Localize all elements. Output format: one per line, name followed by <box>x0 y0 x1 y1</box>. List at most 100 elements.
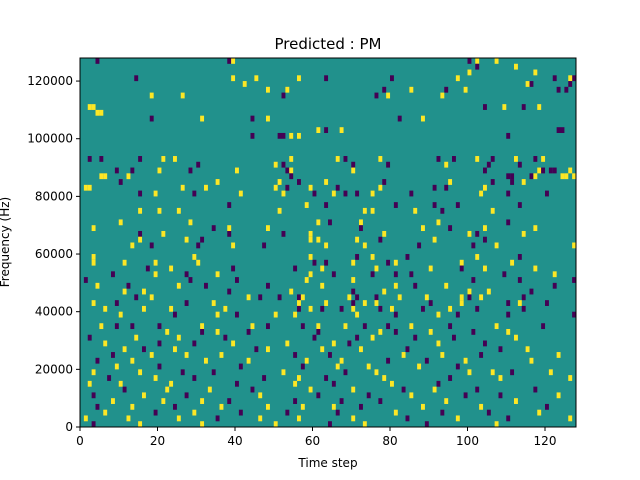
heatmap-cell <box>285 409 290 416</box>
heatmap-cell <box>293 398 298 404</box>
heatmap-cell <box>316 127 321 134</box>
heatmap-cell <box>266 403 270 410</box>
heatmap-cell <box>475 305 480 312</box>
heatmap-cell <box>149 92 154 99</box>
heatmap-cell <box>285 167 290 174</box>
heatmap-cell <box>517 300 522 306</box>
heatmap-cell <box>533 386 538 393</box>
heatmap-cell <box>521 104 526 110</box>
heatmap-cell <box>215 328 220 335</box>
heatmap-cell <box>331 380 336 387</box>
heatmap-cell <box>188 277 193 283</box>
heatmap-cell <box>510 369 515 376</box>
heatmap-cell <box>83 184 88 191</box>
heatmap-cell <box>173 156 177 162</box>
heatmap-cell <box>343 156 348 162</box>
heatmap-cell <box>184 236 189 243</box>
heatmap-cell <box>308 254 313 260</box>
heatmap-cell <box>483 225 487 232</box>
heatmap-cell <box>227 58 232 64</box>
heatmap-cell <box>417 242 422 249</box>
heatmap-cell <box>452 334 456 341</box>
heatmap-cell <box>506 311 511 318</box>
heatmap-cell <box>424 357 429 364</box>
heatmap-cell <box>153 259 158 266</box>
heatmap-cell <box>138 369 143 376</box>
heatmap-cell <box>541 167 546 174</box>
heatmap-cell <box>297 300 301 306</box>
heatmap-cell <box>250 386 255 393</box>
heatmap-cell <box>463 392 468 399</box>
heatmap-cell <box>467 69 472 76</box>
heatmap-cell <box>455 415 460 422</box>
heatmap-cell <box>393 282 398 289</box>
heatmap-cell <box>529 357 534 364</box>
heatmap-cell <box>83 415 88 422</box>
heatmap-cell <box>467 58 472 64</box>
heatmap-cell <box>250 323 255 330</box>
heatmap-cell <box>498 375 503 381</box>
heatmap-cell <box>421 225 425 232</box>
heatmap-cell <box>165 328 170 335</box>
heatmap-cell <box>149 115 154 122</box>
heatmap-cell <box>266 282 270 289</box>
heatmap-cell <box>316 219 321 226</box>
heatmap-cell <box>161 398 166 404</box>
heatmap-cell <box>138 190 143 197</box>
heatmap-cell <box>246 294 251 301</box>
heatmap-cell <box>409 190 414 197</box>
heatmap-cell <box>351 300 356 306</box>
heatmap-cell <box>157 167 162 174</box>
plot-frame <box>79 57 577 428</box>
heatmap-cell <box>386 259 391 266</box>
heatmap-cell <box>545 190 549 197</box>
heatmap-cell <box>479 352 484 358</box>
heatmap-cell <box>153 375 158 381</box>
heatmap-cell <box>421 403 425 410</box>
heatmap-cell <box>444 86 449 93</box>
heatmap-cell <box>370 190 375 197</box>
heatmap-cell <box>312 190 317 197</box>
x-tick-label: 100 <box>456 434 479 448</box>
heatmap-cell <box>91 392 96 399</box>
heatmap-cell <box>258 294 263 301</box>
heatmap-cell <box>506 219 511 226</box>
heatmap-cell <box>308 386 313 393</box>
heatmap-cell <box>355 190 360 197</box>
heatmap-cell <box>405 346 410 353</box>
heatmap-cell <box>99 323 104 330</box>
heatmap-cell <box>161 156 166 162</box>
heatmap-cell <box>308 230 313 237</box>
heatmap-cell <box>483 184 487 191</box>
heatmap-cell <box>316 392 321 399</box>
heatmap-cell <box>533 265 538 272</box>
heatmap-cell <box>436 219 441 226</box>
heatmap-cell <box>273 311 278 318</box>
heatmap-cell <box>521 179 526 185</box>
heatmap-cell <box>506 300 511 306</box>
heatmap-cell <box>95 109 100 116</box>
heatmap-cell <box>138 230 143 237</box>
heatmap-cell <box>572 242 577 249</box>
heatmap-cell <box>448 375 453 381</box>
heatmap-cell <box>386 357 391 364</box>
heatmap-cell <box>130 323 135 330</box>
heatmap-cell <box>529 173 534 180</box>
heatmap-cell <box>122 288 127 295</box>
heatmap-cell <box>316 323 321 330</box>
heatmap-cell <box>242 81 247 87</box>
heatmap-cell <box>401 386 406 393</box>
heatmap-cell <box>393 202 398 208</box>
heatmap-cell <box>552 282 557 289</box>
heatmap-cell <box>475 58 480 64</box>
heatmap-cell <box>316 236 321 243</box>
heatmap-cell <box>273 161 278 168</box>
heatmap-cell <box>118 311 123 318</box>
y-tick-label: 40000 <box>35 305 73 319</box>
heatmap-cell <box>521 305 526 312</box>
heatmap-cell <box>490 369 495 376</box>
heatmap-cell <box>308 184 313 191</box>
heatmap-cell <box>200 328 205 335</box>
heatmap-cell <box>521 294 526 301</box>
heatmap-cell <box>293 380 298 387</box>
